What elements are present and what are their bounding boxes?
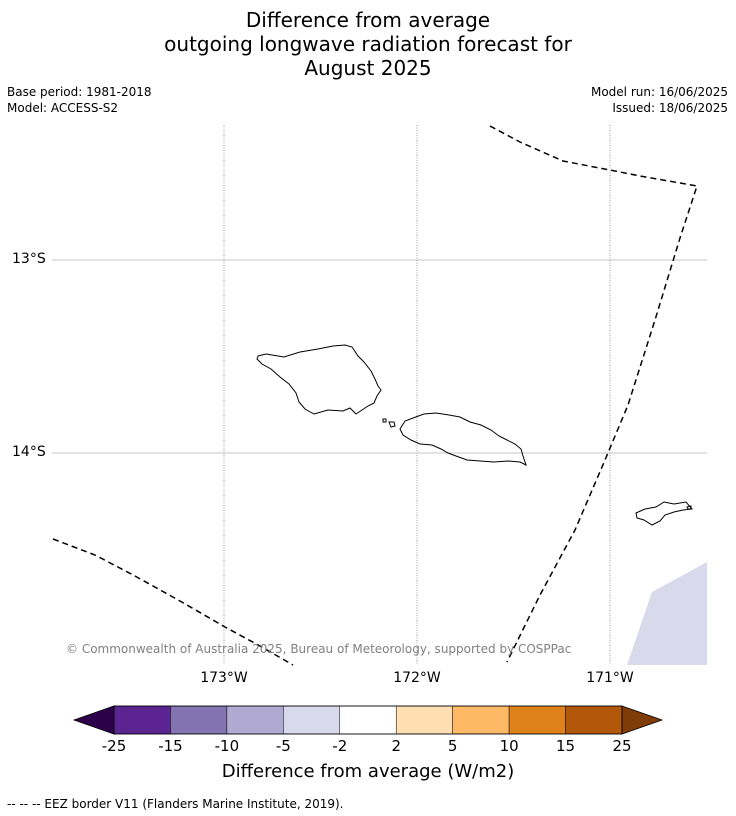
issued-date: Issued: 18/06/2025 [612, 101, 728, 115]
lon-label-171w: 171°W [586, 670, 634, 686]
model-name: Model: ACCESS-S2 [7, 101, 119, 115]
map-canvas [52, 125, 707, 666]
island-tutuila [635, 501, 693, 526]
island-savaii [256, 344, 382, 415]
colorbar-segment [283, 705, 341, 735]
lon-label-173w: 173°W [200, 670, 248, 686]
colorbar [72, 705, 664, 735]
eez-border-north-east [489, 125, 698, 663]
colorbar-tick-label: -5 [275, 737, 291, 755]
colorbar-tick-label: 10 [499, 737, 519, 755]
islet-aunuu [686, 505, 692, 510]
lat-label-13s: 13°S [12, 251, 46, 267]
colorbar-tick-label: 5 [447, 737, 458, 755]
eez-border-south-west [52, 538, 294, 666]
colorbar-segment [226, 705, 284, 735]
colorbar-tick-label: -15 [158, 737, 183, 755]
colorbar-tick-label: -2 [332, 737, 348, 755]
title-line-1: Difference from average [245, 8, 491, 32]
colorbar-segment [565, 705, 623, 735]
colorbar-segment [452, 705, 510, 735]
title-line-2: outgoing longwave radiation forecast for [164, 32, 572, 56]
model-run: Model run: 16/06/2025 [590, 85, 728, 99]
colorbar-segment [170, 705, 228, 735]
anomaly-fill-region [627, 562, 707, 665]
chart-title: Difference from average outgoing longwav… [0, 8, 736, 80]
colorbar-tick-label: -10 [214, 737, 240, 755]
colorbar-tick-label: -25 [101, 737, 127, 755]
eez-footnote: -- -- -- EEZ border V11 (Flanders Marine… [7, 797, 344, 811]
meta-right: Model run: 16/06/2025 Issued: 18/06/2025 [591, 84, 728, 116]
island-upolu [399, 412, 527, 466]
islet-manono [388, 421, 396, 428]
lon-label-172w: 172°W [393, 670, 441, 686]
base-period: Base period: 1981-2018 [7, 85, 152, 99]
colorbar-tick-label: 25 [612, 737, 632, 755]
colorbar-outline [113, 705, 623, 735]
colorbar-label: Difference from average (W/m2) [221, 761, 515, 782]
colorbar-over-triangle [621, 705, 664, 735]
meta-left: Base period: 1981-2018 Model: ACCESS-S2 [7, 84, 152, 116]
colorbar-tick-label: 2 [391, 737, 401, 755]
colorbar-segment [339, 705, 397, 735]
colorbar-segment [113, 705, 171, 735]
islet-apolima [382, 418, 387, 423]
title-line-3: August 2025 [304, 56, 432, 80]
colorbar-under-triangle [72, 705, 115, 735]
colorbar-tick-label: 15 [556, 737, 576, 755]
copyright-notice: © Commonwealth of Australia 2025, Bureau… [66, 642, 572, 656]
colorbar-segment [395, 705, 453, 735]
colorbar-segment [508, 705, 566, 735]
lat-label-14s: 14°S [12, 444, 46, 460]
